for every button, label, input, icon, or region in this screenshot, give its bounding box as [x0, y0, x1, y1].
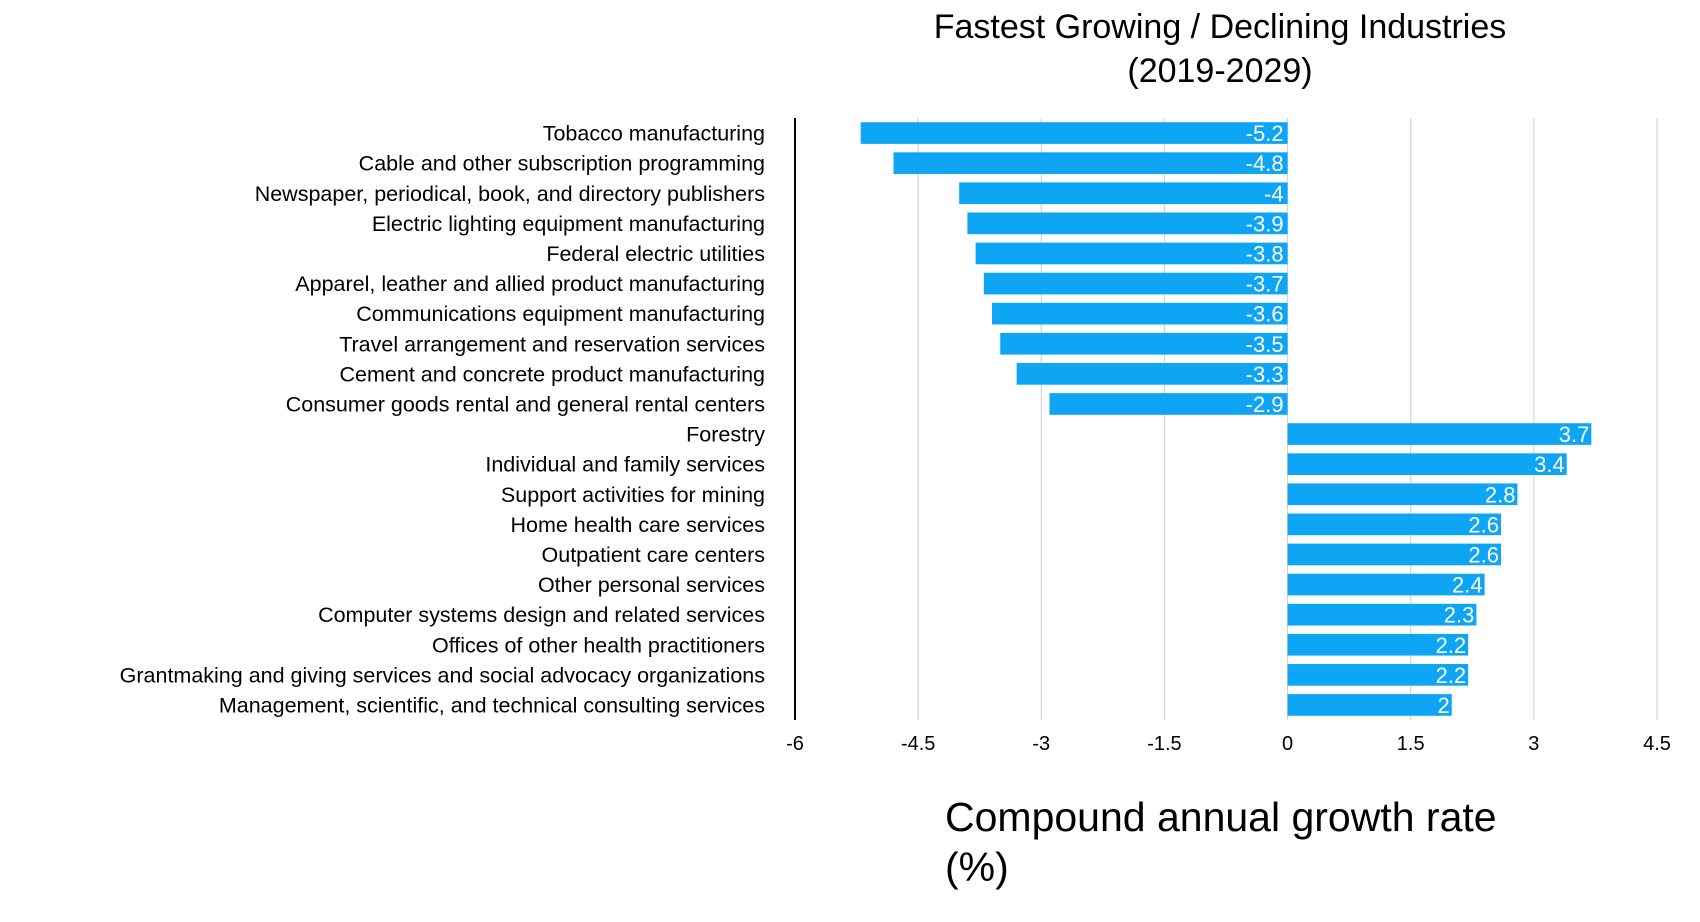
x-tick-label: -6 — [786, 733, 804, 755]
bar — [1287, 513, 1502, 536]
bar — [1049, 393, 1288, 415]
bar — [1016, 363, 1288, 385]
value-label: -3.6 — [1246, 302, 1284, 327]
bar — [1287, 453, 1567, 475]
category-label: Other personal services — [538, 573, 765, 597]
category-label: Newspaper, periodical, book, and directo… — [255, 182, 765, 206]
chart-title: Fastest Growing / Declining Industries — [933, 8, 1507, 46]
x-tick-label: 4.5 — [1643, 733, 1671, 755]
value-label: 2.2 — [1436, 633, 1467, 658]
value-label: 2.4 — [1452, 573, 1483, 598]
chart-subtitle: (2019-2029) — [1127, 52, 1313, 90]
bar — [1287, 603, 1477, 626]
value-label: -5.2 — [1246, 121, 1284, 146]
bar — [1000, 332, 1288, 355]
category-label: Forestry — [686, 423, 765, 447]
category-label: Consumer goods rental and general rental… — [286, 392, 765, 416]
value-label: -3.7 — [1246, 272, 1284, 297]
category-label: Outpatient care centers — [542, 543, 765, 567]
value-label: 3.4 — [1534, 452, 1565, 477]
value-label: 2.2 — [1436, 663, 1467, 688]
value-label: -3.9 — [1246, 211, 1284, 236]
value-label: -3.8 — [1246, 241, 1284, 266]
x-axis-label: Compound annual growth rate (%) — [945, 794, 1497, 890]
bar — [1287, 573, 1485, 596]
bar — [860, 122, 1288, 144]
x-tick-label: 0 — [1282, 733, 1293, 755]
category-label: Travel arrangement and reservation servi… — [339, 332, 765, 356]
bar — [1287, 694, 1452, 716]
bar — [992, 302, 1288, 325]
category-label: Management, scientific, and technical co… — [219, 693, 765, 717]
category-label: Cement and concrete product manufacturin… — [340, 362, 765, 386]
category-label: Individual and family services — [485, 453, 765, 477]
value-label: 2 — [1438, 693, 1450, 718]
category-label: Grantmaking and giving services and soci… — [120, 663, 765, 687]
category-label: Apparel, leather and allied product manu… — [295, 272, 765, 296]
bar — [983, 272, 1288, 295]
bar — [967, 212, 1288, 235]
x-tick-label: 3 — [1528, 733, 1539, 755]
category-label: Electric lighting equipment manufacturin… — [372, 212, 765, 236]
value-label: 2.8 — [1485, 482, 1516, 507]
x-tick-label: -3 — [1032, 733, 1050, 755]
bar — [893, 152, 1288, 174]
category-label: Offices of other health practitioners — [432, 633, 765, 657]
bar — [1287, 543, 1502, 566]
value-label: 2.6 — [1468, 542, 1499, 567]
x-tick-label: -4.5 — [901, 733, 935, 755]
value-label: 2.3 — [1444, 603, 1475, 628]
category-label: Home health care services — [510, 513, 765, 537]
category-label: Communications equipment manufacturing — [356, 302, 765, 326]
bar — [1287, 483, 1518, 506]
value-label: -3.3 — [1246, 362, 1284, 387]
category-label: Tobacco manufacturing — [543, 122, 765, 146]
bar — [959, 182, 1288, 205]
value-label: -2.9 — [1246, 392, 1284, 417]
bar — [1287, 633, 1469, 656]
value-label: 3.7 — [1559, 422, 1590, 447]
bar — [1287, 423, 1592, 445]
value-label: -4.8 — [1246, 151, 1284, 176]
bar — [1287, 664, 1469, 686]
bar — [975, 242, 1288, 265]
category-label: Federal electric utilities — [546, 242, 765, 266]
category-label: Computer systems design and related serv… — [318, 603, 765, 627]
value-label: -3.5 — [1246, 332, 1284, 357]
value-label: -4 — [1264, 181, 1284, 206]
category-label: Cable and other subscription programming — [359, 152, 765, 176]
x-tick-label: 1.5 — [1397, 733, 1425, 755]
value-label: 2.6 — [1468, 512, 1499, 537]
x-tick-label: -1.5 — [1147, 733, 1181, 755]
category-label: Support activities for mining — [501, 483, 765, 507]
